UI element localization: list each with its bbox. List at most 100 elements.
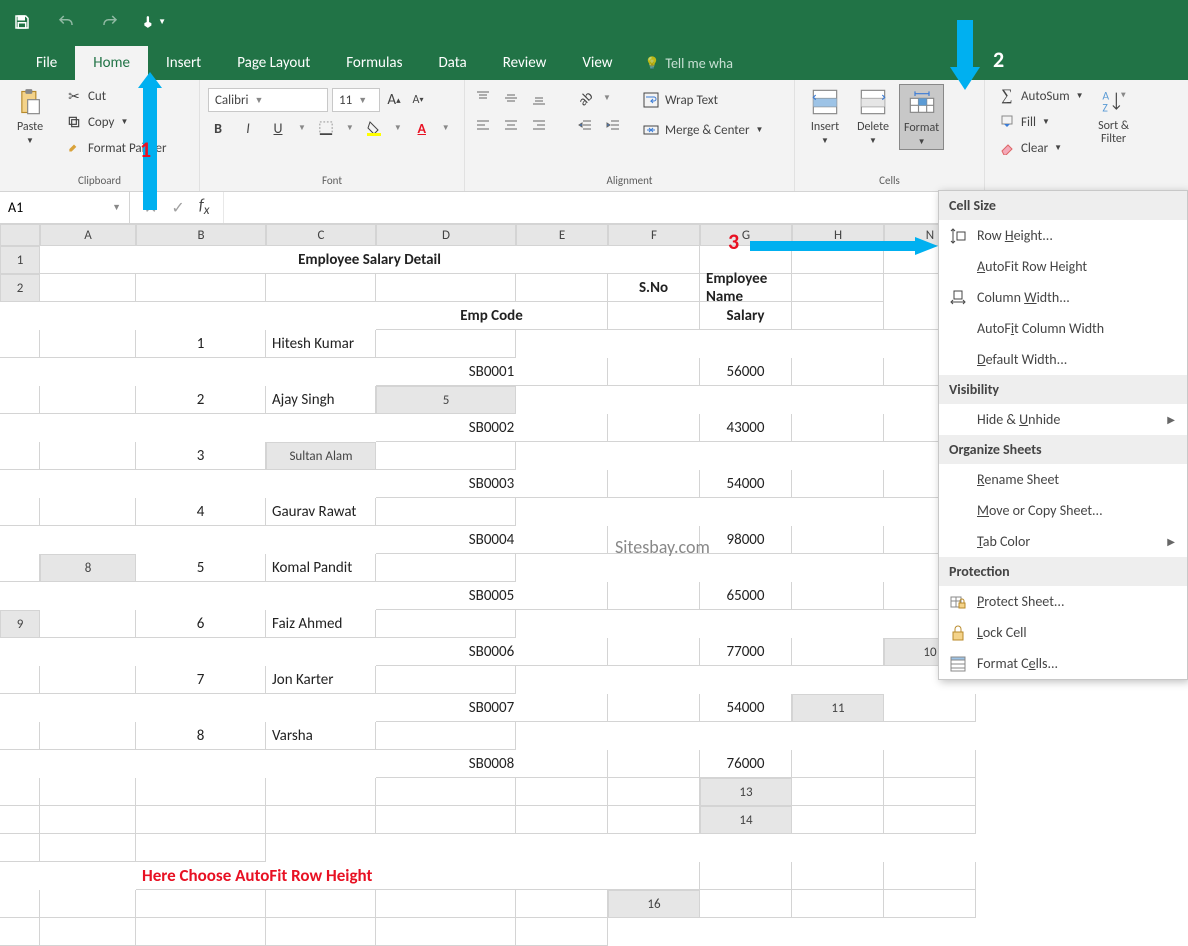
cell[interactable] — [516, 806, 608, 834]
cell[interactable] — [40, 890, 136, 918]
cell[interactable] — [0, 442, 40, 470]
cell[interactable] — [40, 834, 136, 862]
fill-color-button[interactable] — [364, 118, 384, 138]
menu-row-height[interactable]: Row Height... — [939, 220, 1187, 251]
cell[interactable]: 43000 — [700, 414, 792, 442]
cell[interactable]: 56000 — [700, 358, 792, 386]
cell[interactable]: Komal Pandit — [266, 554, 376, 582]
tab-view[interactable]: View — [564, 46, 630, 80]
align-middle-icon[interactable] — [501, 88, 521, 108]
row-header[interactable]: SB0001 — [376, 358, 608, 386]
cell[interactable] — [376, 554, 516, 582]
cell[interactable] — [40, 666, 136, 694]
cell[interactable]: Gaurav Rawat — [266, 498, 376, 526]
cell[interactable] — [516, 778, 608, 806]
cell[interactable] — [266, 918, 376, 946]
cell[interactable] — [40, 274, 136, 302]
cell[interactable]: Employee Salary Detail — [40, 246, 700, 274]
cell[interactable]: SB0002 — [376, 414, 608, 442]
menu-autofit-row-height[interactable]: AutoFit Row Height — [939, 251, 1187, 282]
tab-file[interactable]: File — [18, 46, 75, 80]
cell[interactable] — [0, 722, 40, 750]
cell[interactable] — [136, 274, 266, 302]
cell[interactable] — [0, 666, 40, 694]
row-header[interactable]: 16 — [608, 890, 700, 918]
row-header[interactable]: 76000 — [700, 750, 792, 778]
cell[interactable] — [792, 778, 884, 806]
cell[interactable] — [792, 470, 884, 498]
cell[interactable]: SB0004 — [376, 526, 608, 554]
clear-button[interactable]: Clear▼ — [993, 136, 1088, 160]
cell[interactable] — [40, 386, 136, 414]
cell[interactable]: 2 — [136, 386, 266, 414]
font-color-button[interactable]: A — [412, 118, 432, 138]
cell[interactable] — [792, 414, 884, 442]
bold-button[interactable]: B — [208, 118, 228, 138]
delete-cells-button[interactable]: Delete▼ — [851, 84, 895, 148]
row-header[interactable]: 14 — [700, 806, 792, 834]
menu-rename-sheet[interactable]: Rename Sheet — [939, 464, 1187, 495]
cell[interactable] — [136, 890, 266, 918]
cell[interactable] — [884, 862, 976, 890]
redo-icon[interactable] — [98, 10, 122, 34]
cell[interactable] — [40, 442, 136, 470]
row-header[interactable]: 5 — [376, 386, 516, 414]
cell[interactable] — [608, 582, 700, 610]
menu-column-width[interactable]: Column Width... — [939, 282, 1187, 313]
cell[interactable] — [0, 778, 40, 806]
cell[interactable] — [792, 358, 884, 386]
cell[interactable] — [608, 778, 700, 806]
cell[interactable] — [792, 582, 884, 610]
cell[interactable] — [376, 498, 516, 526]
sort-filter-button[interactable]: AZSort & Filter — [1092, 84, 1136, 148]
cell[interactable] — [884, 890, 976, 918]
cell[interactable] — [792, 526, 884, 554]
cell[interactable]: Employee Name — [700, 274, 792, 302]
cell[interactable] — [376, 610, 516, 638]
cell[interactable]: Ajay Singh — [266, 386, 376, 414]
cell[interactable]: 3 — [136, 442, 266, 470]
tab-review[interactable]: Review — [485, 46, 565, 80]
column-header[interactable]: B — [136, 224, 266, 246]
row-header[interactable]: Sultan Alam — [266, 442, 376, 470]
row-header[interactable]: 2 — [0, 274, 40, 302]
cell[interactable] — [40, 918, 136, 946]
cell[interactable] — [884, 750, 976, 778]
cell[interactable] — [792, 890, 884, 918]
cell[interactable] — [136, 918, 266, 946]
cell[interactable] — [376, 806, 516, 834]
cell[interactable]: Here Choose AutoFit Row Height — [136, 862, 700, 890]
cell[interactable] — [376, 918, 516, 946]
align-right-icon[interactable] — [529, 116, 549, 136]
tab-formulas[interactable]: Formulas — [328, 46, 420, 80]
cell[interactable]: 5 — [136, 554, 266, 582]
row-header[interactable]: 4 — [136, 498, 266, 526]
row-header[interactable]: 11 — [792, 694, 884, 722]
border-button[interactable] — [316, 118, 336, 138]
row-header[interactable]: 1 — [0, 246, 40, 274]
cell[interactable] — [608, 750, 700, 778]
cell[interactable] — [266, 890, 376, 918]
menu-autofit-column-width[interactable]: AutoFit Column Width — [939, 313, 1187, 344]
name-box[interactable]: A1▼ — [0, 192, 130, 223]
cell[interactable]: Faiz Ahmed — [266, 610, 376, 638]
cell[interactable]: SB0005 — [376, 582, 608, 610]
underline-button[interactable]: U — [268, 118, 288, 138]
tab-data[interactable]: Data — [420, 46, 484, 80]
cell[interactable] — [376, 442, 516, 470]
decrease-indent-icon[interactable] — [575, 116, 595, 136]
align-left-icon[interactable] — [473, 116, 493, 136]
format-cells-button[interactable]: Format▼ — [899, 84, 944, 150]
cell[interactable]: S.No — [608, 274, 700, 302]
grow-font-icon[interactable]: A▴ — [384, 90, 404, 110]
cell[interactable] — [0, 330, 40, 358]
cell[interactable] — [792, 806, 884, 834]
cell[interactable]: Hitesh Kumar — [266, 330, 376, 358]
tab-page-layout[interactable]: Page Layout — [219, 46, 328, 80]
cell[interactable] — [792, 862, 884, 890]
cell[interactable] — [516, 274, 608, 302]
cell[interactable] — [608, 302, 700, 330]
column-header[interactable]: A — [40, 224, 136, 246]
cell[interactable]: 54000 — [700, 470, 792, 498]
cell[interactable] — [136, 778, 266, 806]
